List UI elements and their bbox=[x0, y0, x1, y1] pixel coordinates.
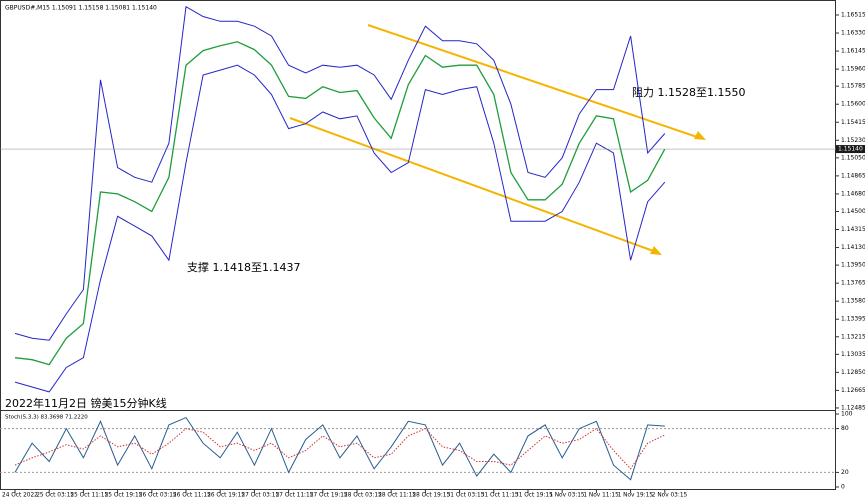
x-tick-label: 28 Oct 19:15 bbox=[412, 493, 450, 499]
x-tick-label: 25 Oct 03:15 bbox=[36, 493, 74, 499]
y-tick-label: 0 bbox=[841, 484, 845, 491]
x-tick-label: 27 Oct 19:15 bbox=[310, 493, 348, 499]
x-tick-label: 27 Oct 03:15 bbox=[241, 493, 279, 499]
series-line bbox=[14, 416, 665, 481]
y-tick-label: 1.15415 bbox=[841, 119, 865, 126]
y-tick-label: 1.14500 bbox=[841, 208, 865, 215]
y-tick-label: 1.15600 bbox=[841, 101, 865, 108]
x-tick-label: 24 Oct 2022 bbox=[2, 493, 38, 499]
x-tick-label: 26 Oct 19:15 bbox=[207, 493, 245, 499]
x-tick-label: 31 Oct 11:15 bbox=[481, 493, 519, 499]
y-tick-label: 1.14130 bbox=[841, 244, 865, 251]
x-tick-label: 28 Oct 11:15 bbox=[378, 493, 416, 499]
y-tick-label: 1.13215 bbox=[841, 333, 865, 340]
x-tick-label: 31 Oct 03:15 bbox=[447, 493, 485, 499]
y-tick-label: 1.14680 bbox=[841, 190, 865, 197]
x-tick-label: 26 Oct 11:15 bbox=[173, 493, 211, 499]
y-tick-label: 1.14865 bbox=[841, 172, 865, 179]
y-tick-label: 80 bbox=[841, 425, 849, 432]
price-marker-label: 1.15140 bbox=[838, 146, 863, 153]
y-tick-label: 1.16145 bbox=[841, 48, 865, 55]
price-marker-box bbox=[836, 145, 865, 154]
y-tick-label: 1.16515 bbox=[841, 11, 865, 18]
y-tick-label: 1.13395 bbox=[841, 316, 865, 323]
y-tick-label: 1.13765 bbox=[841, 280, 865, 287]
resistance-note: 阻力 1.1528至1.1550 bbox=[632, 86, 745, 99]
x-tick-label: 1 Nov 11:15 bbox=[583, 493, 619, 499]
y-tick-label: 100 bbox=[841, 410, 853, 417]
x-tick-label: 1 Nov 19:15 bbox=[618, 493, 654, 499]
y-tick-label: 1.15960 bbox=[841, 66, 865, 73]
y-tick-label: 1.15230 bbox=[841, 137, 865, 144]
y-tick-label: 1.12665 bbox=[841, 387, 865, 394]
y-tick-label: 1.13950 bbox=[841, 262, 865, 269]
symbol-header: GBPUSD#,M15 1.15091 1.15158 1.15081 1.15… bbox=[5, 5, 157, 12]
y-tick-label: 1.12485 bbox=[841, 404, 865, 411]
y-tick-label: 1.15050 bbox=[841, 154, 865, 161]
y-tick-label: 1.14315 bbox=[841, 226, 865, 233]
x-tick-label: 1 Nov 03:15 bbox=[549, 493, 585, 499]
y-tick-label: 1.15785 bbox=[841, 83, 865, 90]
x-tick-label: 25 Oct 11:15 bbox=[70, 493, 108, 499]
y-tick-label: 20 bbox=[841, 469, 849, 476]
series-line bbox=[14, 427, 666, 470]
series-line bbox=[14, 5, 666, 341]
y-tick-label: 1.16330 bbox=[841, 30, 865, 37]
x-tick-label: 31 Oct 19:15 bbox=[515, 493, 553, 499]
x-tick-label: 26 Oct 03:15 bbox=[139, 493, 177, 499]
x-tick-label: 28 Oct 03:15 bbox=[344, 493, 382, 499]
x-tick-label: 27 Oct 11:15 bbox=[276, 493, 314, 499]
y-tick-label: 1.12850 bbox=[841, 369, 865, 376]
x-tick-label: 25 Oct 19:15 bbox=[105, 493, 143, 499]
x-tick-label: 2 Nov 03:15 bbox=[652, 493, 688, 499]
chart-caption: 2022年11月2日 镑美15分钟K线 bbox=[5, 396, 167, 410]
plot-frame bbox=[0, 0, 836, 490]
channel-lines bbox=[289, 24, 706, 255]
stoch-title: Stoch(5,3,3) 83.3698 71.2220 bbox=[5, 415, 88, 421]
support-note: 支撑 1.1418至1.1437 bbox=[187, 260, 300, 274]
series-line bbox=[14, 64, 666, 393]
y-tick-label: 1.13035 bbox=[841, 351, 865, 358]
series-line bbox=[14, 41, 666, 366]
y-tick-label: 1.13580 bbox=[841, 298, 865, 305]
